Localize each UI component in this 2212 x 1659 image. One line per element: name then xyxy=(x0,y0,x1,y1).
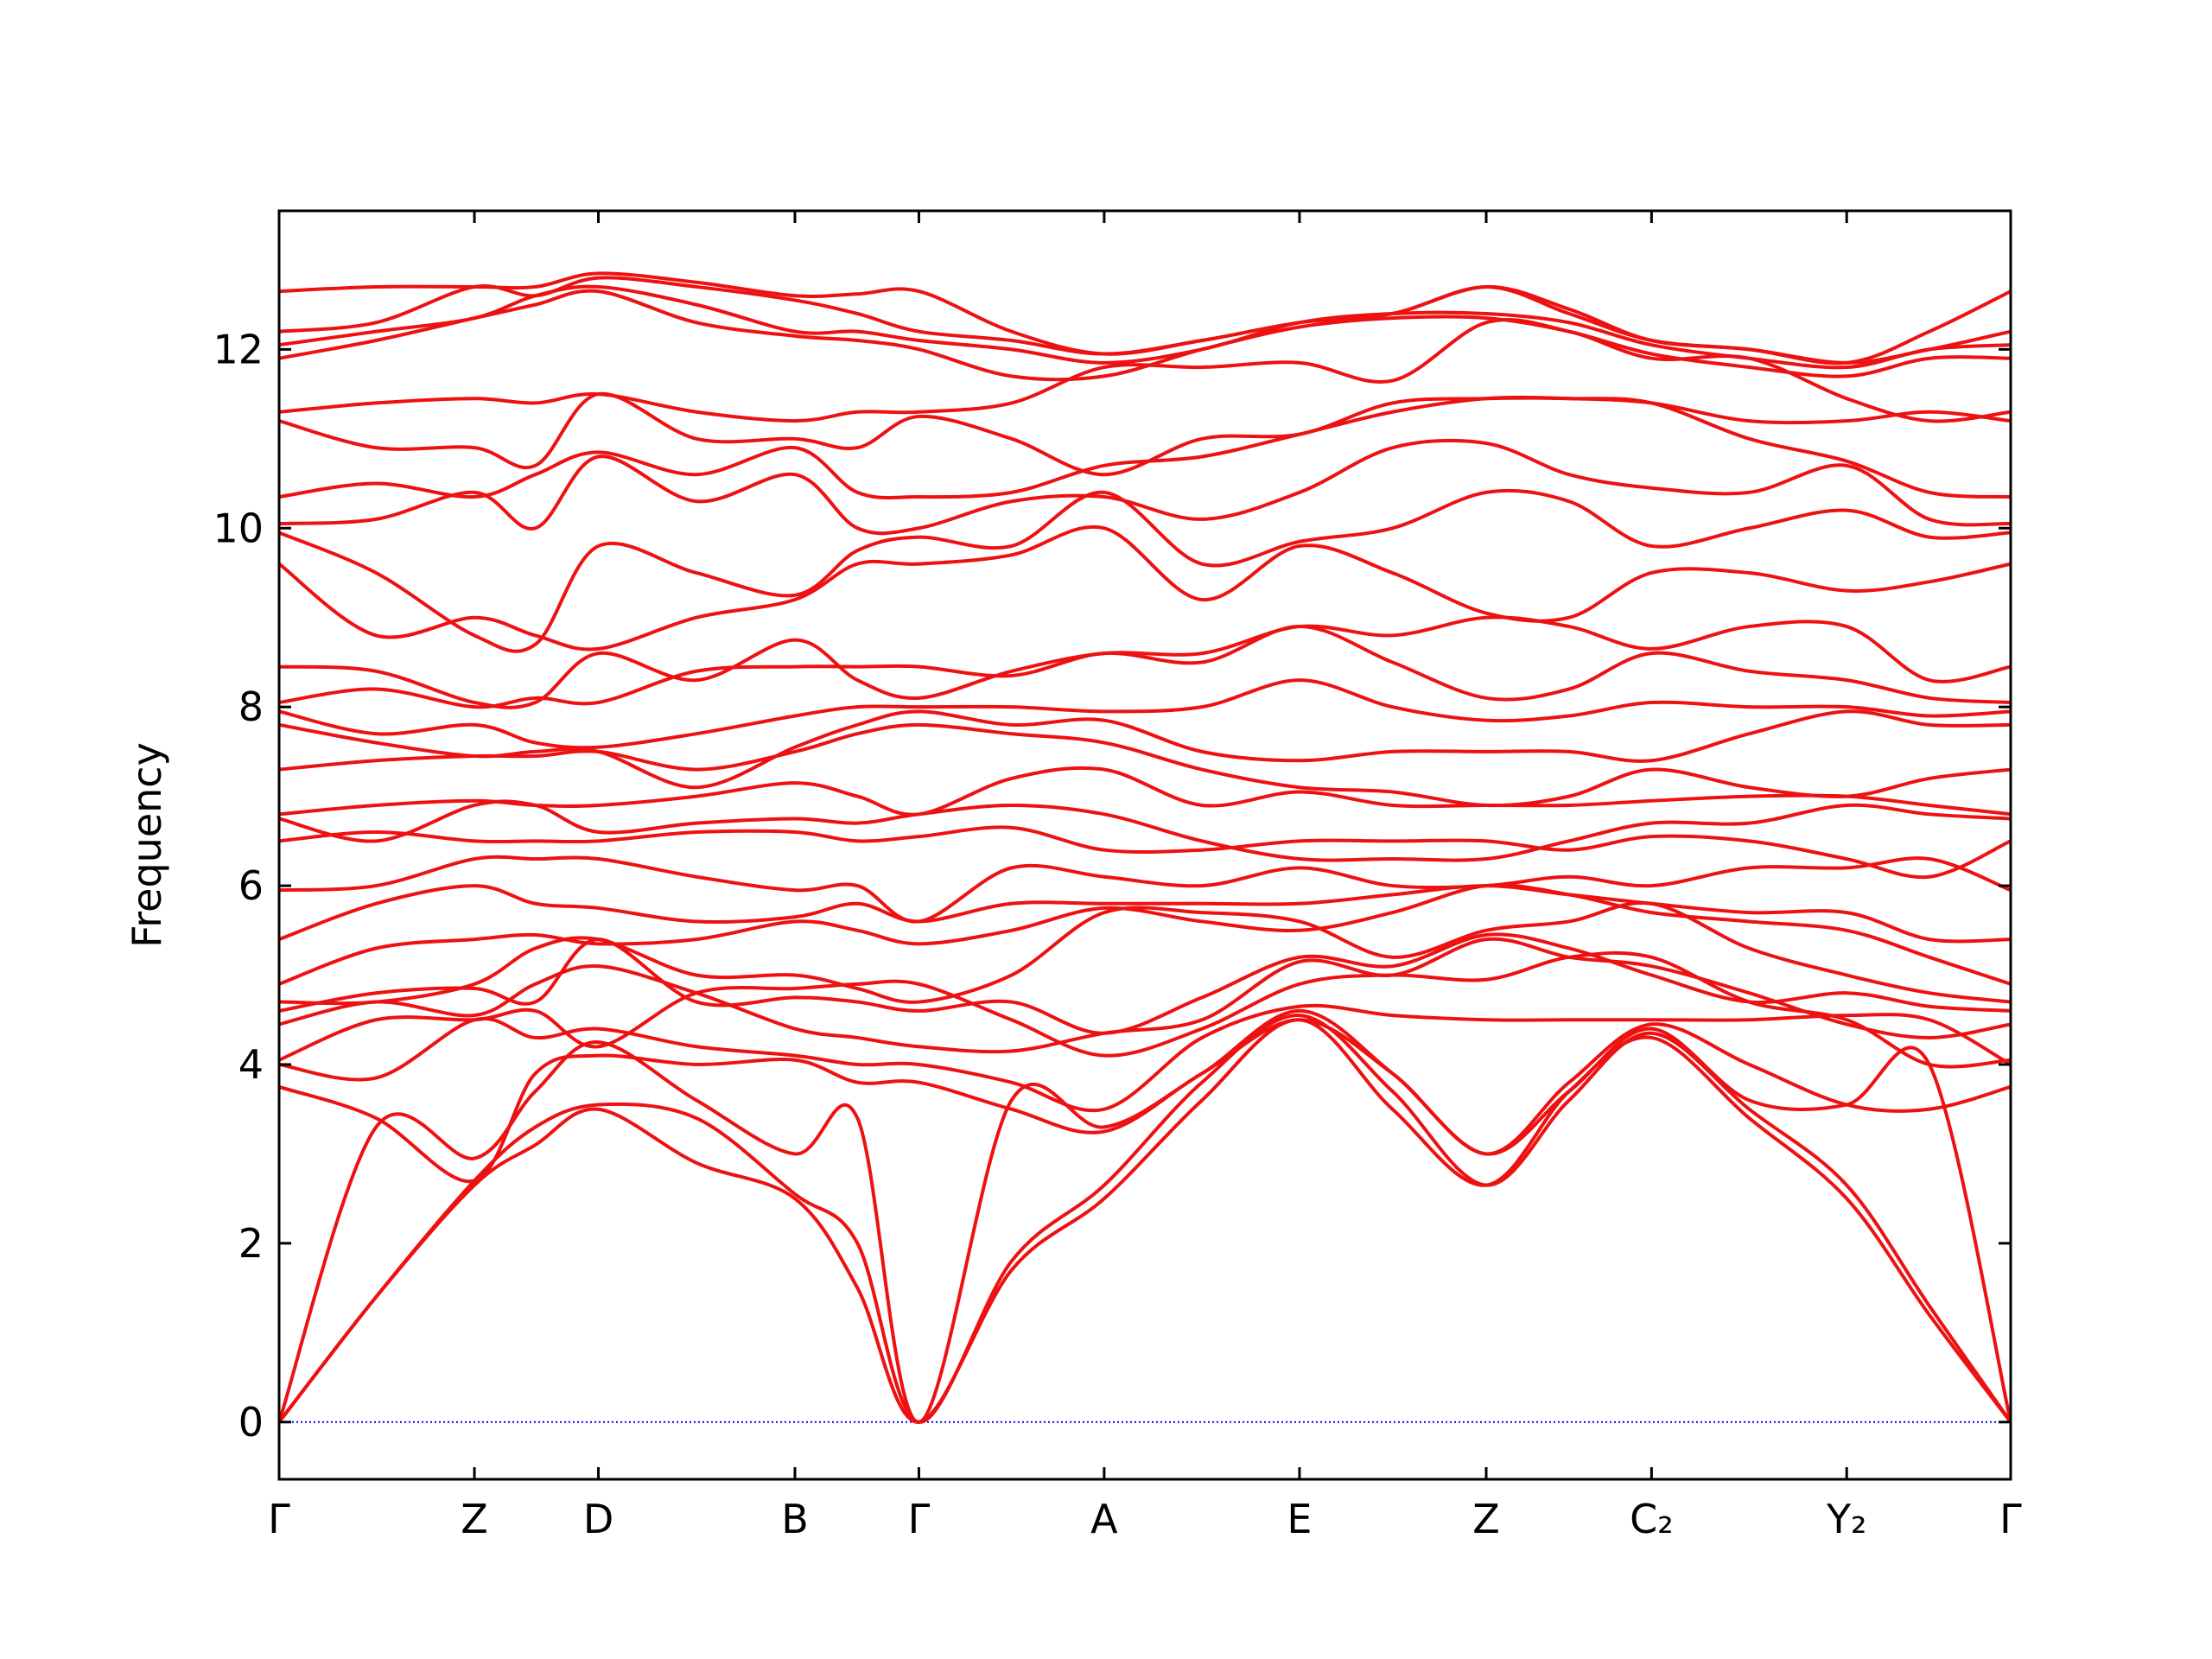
band-line xyxy=(279,855,2011,924)
x-tick-label: D xyxy=(583,1496,613,1542)
x-tick-label: Z xyxy=(461,1496,488,1542)
x-tick-label: Γ xyxy=(908,1496,931,1542)
x-tick-label: C₂ xyxy=(1630,1496,1674,1542)
band-line xyxy=(279,271,2011,365)
y-tick-label: 4 xyxy=(238,1041,264,1088)
x-tick-label: Γ xyxy=(1999,1496,2022,1542)
band-line xyxy=(279,799,2011,862)
band-line xyxy=(279,722,2011,808)
y-tick-label: 6 xyxy=(238,862,264,909)
band-line xyxy=(279,1018,2011,1184)
x-tick-label: B xyxy=(781,1496,809,1542)
band-line xyxy=(279,937,2011,1054)
band-line xyxy=(279,625,2011,709)
bands xyxy=(279,271,2011,1424)
band-line xyxy=(279,1008,2011,1424)
band-line xyxy=(279,1003,2011,1113)
plot-frame xyxy=(277,209,2012,1481)
band-line xyxy=(279,900,2011,1006)
band-line xyxy=(279,1018,2011,1424)
x-tick-label: Z xyxy=(1472,1496,1500,1542)
x-tick-label: Y₂ xyxy=(1826,1496,1867,1542)
band-line xyxy=(279,883,2011,986)
band-line xyxy=(279,488,2011,653)
band-line xyxy=(279,884,2011,944)
y-axis-label: Frequency xyxy=(124,742,170,948)
band-line xyxy=(279,766,2011,817)
band-line xyxy=(279,709,2011,790)
band-line xyxy=(279,391,2011,477)
band-line xyxy=(279,825,2011,880)
y-tick-label: 10 xyxy=(213,505,264,551)
band-line xyxy=(279,950,2011,1069)
band-line xyxy=(279,438,2011,536)
x-tick-label: A xyxy=(1090,1496,1118,1542)
band-line xyxy=(279,615,2011,709)
y-tick-label: 12 xyxy=(213,326,264,372)
band-line xyxy=(279,284,2011,370)
y-tick-label: 8 xyxy=(238,683,264,730)
band-line xyxy=(279,395,2011,500)
band-line xyxy=(279,932,2011,1035)
x-tick-label: E xyxy=(1287,1496,1312,1542)
y-tick-label: 2 xyxy=(238,1220,264,1267)
band-line xyxy=(279,289,2011,382)
band-line xyxy=(279,678,2011,750)
band-line xyxy=(279,317,2011,423)
band-line xyxy=(279,1014,2011,1424)
x-tick-label: Γ xyxy=(268,1496,290,1542)
y-tick-label: 0 xyxy=(238,1399,264,1446)
band-line xyxy=(279,524,2011,652)
